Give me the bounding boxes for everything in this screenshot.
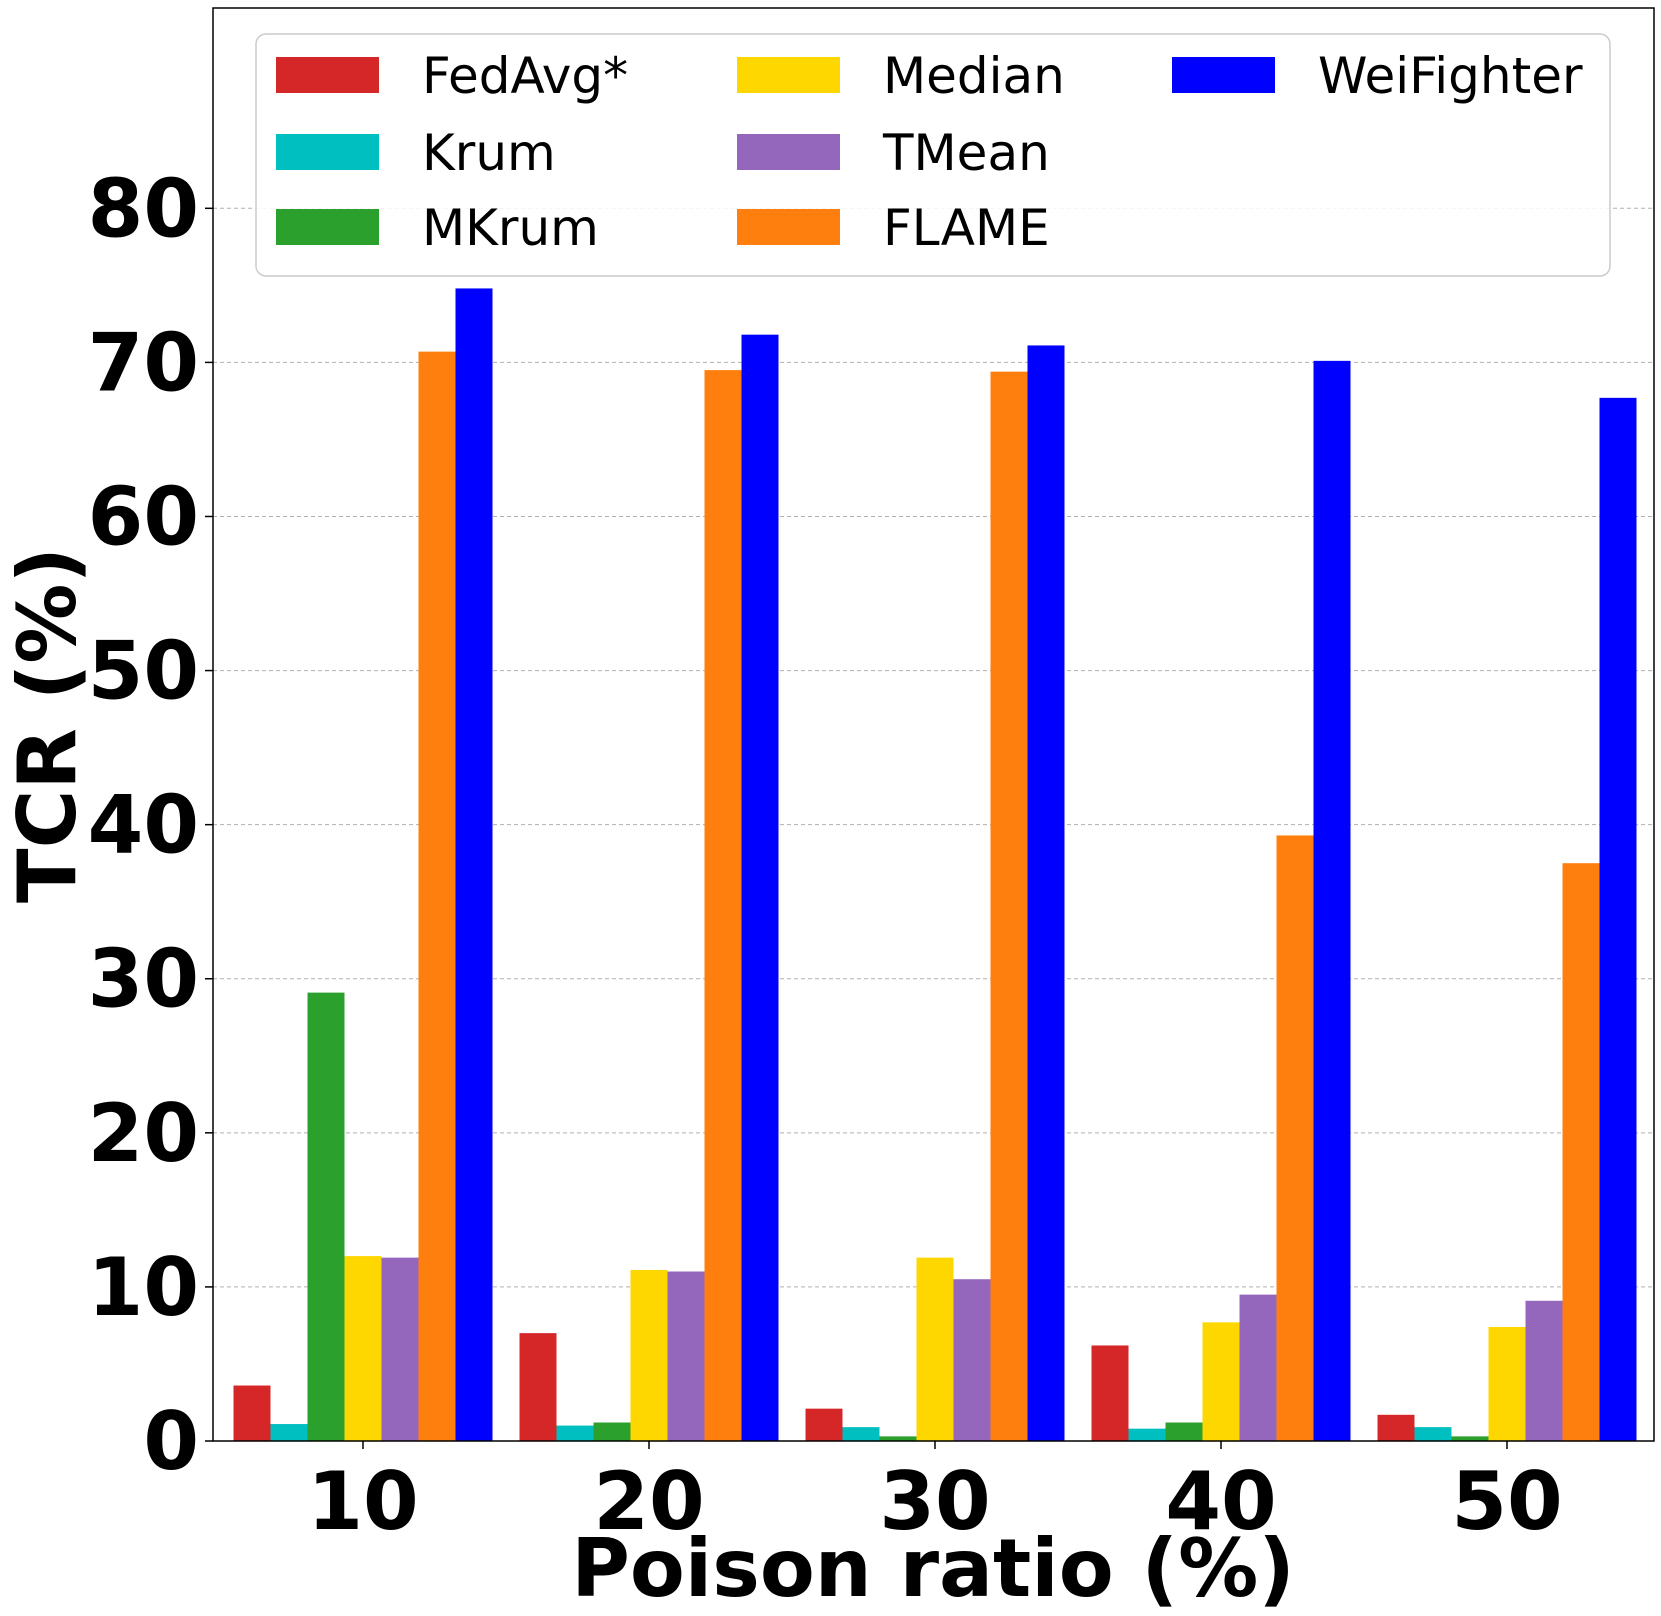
bar-mkrum-40 (1165, 1422, 1203, 1441)
legend-items: FedAvg* Krum MKrum Median TMean FLAME WeiFight… (276, 47, 1583, 257)
bar-mkrum-20 (593, 1422, 631, 1441)
bar-weifighter-10 (455, 288, 493, 1442)
legend-frame (255, 33, 1611, 277)
bar-tmean-10 (381, 1257, 419, 1441)
y-axis-label: TCR (%) (1, 547, 94, 903)
bars (233, 288, 1637, 1442)
bar-krum-40 (1128, 1428, 1166, 1441)
x-tick-label: 40 (1165, 1455, 1276, 1548)
bar-median-40 (1202, 1322, 1240, 1441)
bar-median-20 (630, 1269, 668, 1441)
x-tick-label: 30 (879, 1455, 990, 1548)
plot-frame (212, 7, 1655, 1442)
legend-swatch (276, 134, 379, 170)
bar-fedavg-10 (233, 1385, 271, 1441)
legend-swatch (276, 57, 379, 93)
bar-median-10 (344, 1256, 382, 1441)
bar-weifighter-20 (741, 334, 779, 1441)
bar-krum-10 (270, 1424, 308, 1441)
legend-item-median: Median (737, 47, 1065, 105)
bar-weifighter-50 (1599, 397, 1637, 1441)
x-tick-label: 20 (593, 1455, 704, 1548)
x-tick-label: 50 (1451, 1455, 1562, 1548)
bar-flame-30 (990, 371, 1028, 1441)
bar-flame-20 (704, 370, 742, 1441)
legend-item-tmean: TMean (737, 124, 1050, 182)
bar-fedavg-50 (1377, 1414, 1415, 1441)
legend-label: TMean (882, 124, 1050, 182)
bar-median-50 (1488, 1326, 1526, 1441)
y-tick-label: 70 (88, 316, 199, 409)
bar-tmean-30 (953, 1279, 991, 1441)
legend-label: WeiFighter (1318, 47, 1583, 105)
legend-swatch (737, 57, 840, 93)
y-tick-label: 50 (88, 625, 199, 718)
bar-weifighter-40 (1313, 360, 1351, 1442)
y-axis-ticks: 0 10 20 30 40 50 60 70 80 (88, 162, 213, 1488)
x-axis-label: Poison ratio (%) (571, 1522, 1295, 1615)
bar-mkrum-50 (1451, 1436, 1489, 1441)
legend-item-krum: Krum (276, 124, 556, 182)
bar-krum-50 (1414, 1427, 1452, 1441)
x-axis-ticks: 10 20 30 40 50 (307, 1441, 1563, 1548)
legend-label: FedAvg* (422, 47, 628, 105)
legend-swatch (737, 209, 840, 245)
bar-krum-20 (556, 1425, 594, 1441)
bar-fedavg-40 (1091, 1345, 1129, 1441)
bar-mkrum-10 (307, 992, 345, 1441)
bar-flame-40 (1276, 835, 1314, 1441)
y-tick-label: 10 (88, 1241, 199, 1334)
legend-label: MKrum (422, 199, 599, 257)
legend-swatch (276, 209, 379, 245)
y-tick-label: 40 (88, 779, 199, 872)
legend: FedAvg* Krum MKrum Median TMean FLAME WeiFight… (255, 33, 1611, 277)
bar-krum-30 (842, 1427, 880, 1441)
bar-flame-10 (418, 351, 456, 1441)
legend-label: FLAME (883, 199, 1050, 257)
bar-tmean-20 (667, 1271, 705, 1441)
legend-item-fedavg: FedAvg* (276, 47, 628, 105)
y-tick-label: 20 (88, 1087, 199, 1180)
y-tick-label: 60 (88, 470, 199, 563)
bar-weifighter-30 (1027, 345, 1065, 1442)
bar-median-30 (916, 1257, 954, 1441)
y-tick-label: 80 (88, 162, 199, 255)
legend-label: Krum (422, 124, 556, 182)
bar-tmean-40 (1239, 1294, 1277, 1441)
y-tick-label: 30 (88, 933, 199, 1026)
legend-swatch (1172, 57, 1275, 93)
bar-mkrum-30 (879, 1436, 917, 1441)
legend-swatch (737, 134, 840, 170)
legend-item-weifighter: WeiFighter (1172, 47, 1583, 105)
bar-fedavg-30 (805, 1408, 843, 1441)
y-tick-label: 0 (143, 1395, 199, 1488)
x-tick-label: 10 (307, 1455, 418, 1548)
legend-item-flame: FLAME (737, 199, 1050, 257)
bar-fedavg-20 (519, 1333, 557, 1441)
legend-item-mkrum: MKrum (276, 199, 599, 257)
legend-label: Median (883, 47, 1065, 105)
bar-flame-50 (1562, 863, 1600, 1441)
bar-tmean-50 (1525, 1300, 1563, 1441)
